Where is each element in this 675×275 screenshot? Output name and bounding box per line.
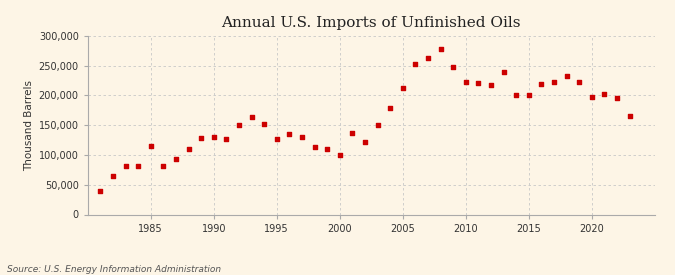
Y-axis label: Thousand Barrels: Thousand Barrels xyxy=(24,80,34,170)
Point xyxy=(183,147,194,151)
Point xyxy=(171,157,182,161)
Point xyxy=(398,86,408,90)
Point xyxy=(347,131,358,135)
Point xyxy=(284,132,295,136)
Point xyxy=(221,137,232,141)
Point xyxy=(296,135,307,139)
Point xyxy=(334,153,345,157)
Point xyxy=(549,80,560,84)
Point xyxy=(196,136,207,141)
Point xyxy=(410,62,421,67)
Point xyxy=(574,80,585,84)
Point xyxy=(448,65,458,70)
Point xyxy=(234,123,244,127)
Point xyxy=(536,82,547,86)
Point xyxy=(612,95,622,100)
Point xyxy=(107,174,118,178)
Point xyxy=(460,80,471,84)
Point xyxy=(246,115,257,120)
Point xyxy=(120,163,131,168)
Point xyxy=(322,147,333,151)
Point xyxy=(158,163,169,168)
Point xyxy=(511,93,522,98)
Point xyxy=(95,188,106,193)
Point xyxy=(372,123,383,127)
Point xyxy=(209,135,219,139)
Point xyxy=(133,163,144,168)
Point xyxy=(485,82,496,87)
Point xyxy=(498,69,509,74)
Point xyxy=(599,91,610,96)
Point xyxy=(523,93,534,98)
Point xyxy=(145,144,156,148)
Point xyxy=(423,56,433,60)
Point xyxy=(259,122,269,126)
Point xyxy=(587,95,597,99)
Point xyxy=(309,145,320,149)
Point xyxy=(435,47,446,51)
Point xyxy=(624,114,635,118)
Point xyxy=(360,140,371,144)
Title: Annual U.S. Imports of Unfinished Oils: Annual U.S. Imports of Unfinished Oils xyxy=(221,16,521,31)
Point xyxy=(271,137,282,141)
Point xyxy=(561,74,572,78)
Text: Source: U.S. Energy Information Administration: Source: U.S. Energy Information Administ… xyxy=(7,265,221,274)
Point xyxy=(473,81,484,86)
Point xyxy=(385,106,396,111)
